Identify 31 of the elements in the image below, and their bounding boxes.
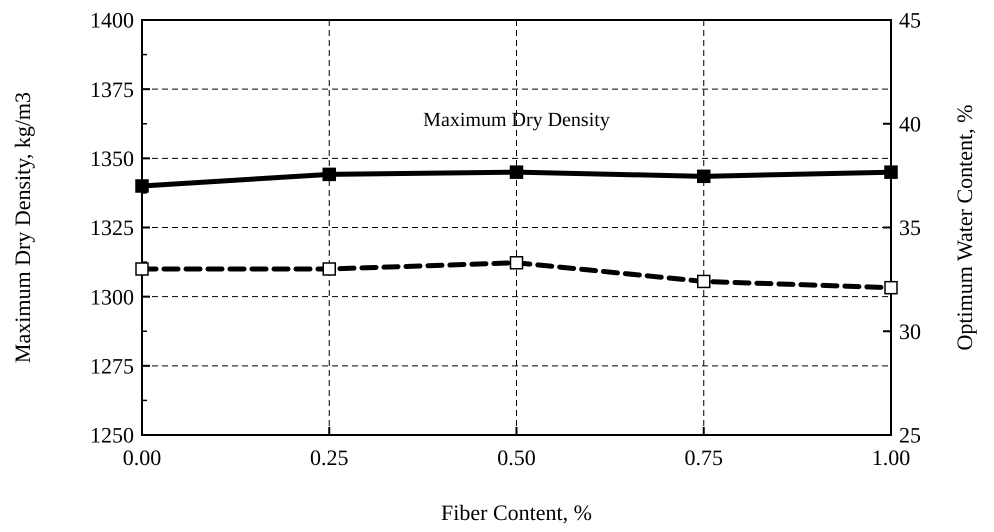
y-tick-label: 1300 (90, 284, 134, 310)
y-tick-label: 1375 (90, 76, 134, 102)
y-tick-label: 1325 (90, 215, 134, 240)
y2-tick-label: 25 (899, 422, 921, 448)
point (510, 165, 524, 179)
point (697, 274, 710, 288)
x-tick-label: 1.00 (872, 445, 910, 470)
y-tick-label: 1275 (90, 354, 134, 379)
y2-axis-title: Optimum Water Content, % (952, 104, 977, 350)
y-tick-label: 1400 (90, 8, 134, 33)
point (135, 262, 149, 276)
x-axis-title: Fiber Content, % (441, 500, 592, 525)
y2-tick-label: 40 (899, 111, 921, 136)
y-axis-title: Maximum Dry Density, kg/m3 (10, 92, 35, 364)
point (322, 168, 336, 182)
point (884, 280, 898, 294)
point (697, 170, 710, 184)
y2-tick-label: 45 (899, 8, 921, 33)
point (884, 165, 898, 179)
point (135, 179, 149, 193)
point (510, 256, 524, 270)
y2-tick-label: 30 (899, 318, 921, 344)
x-tick-label: 0.50 (497, 445, 536, 470)
x-tick-label: 0.00 (122, 445, 162, 470)
x-tick-label: 0.25 (310, 445, 348, 470)
y-tick-label: 1250 (90, 422, 134, 448)
y2-tick-label: 35 (899, 215, 921, 240)
annotation: Maximum Dry Density (423, 108, 610, 131)
y-tick-label: 1350 (90, 146, 134, 172)
x-tick-label: 0.75 (684, 445, 723, 470)
point (322, 262, 336, 276)
